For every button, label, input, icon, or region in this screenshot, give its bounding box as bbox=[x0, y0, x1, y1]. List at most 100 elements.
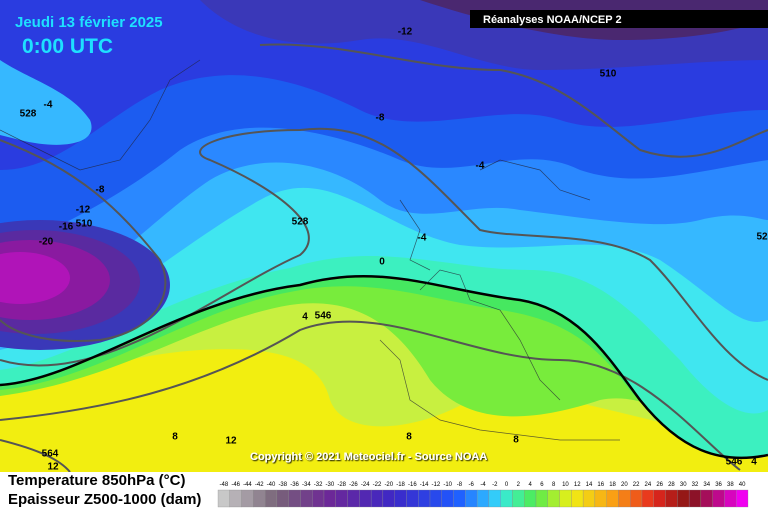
scale-label: 26 bbox=[656, 482, 663, 488]
scale-cell bbox=[335, 489, 348, 508]
scale-cell bbox=[253, 489, 266, 508]
scale-label: -2 bbox=[492, 482, 498, 488]
scale-label: -18 bbox=[396, 482, 405, 488]
scale-cell bbox=[394, 489, 407, 508]
contour-label: 4 bbox=[751, 457, 757, 468]
scale-label: -20 bbox=[384, 482, 393, 488]
coastline bbox=[419, 269, 561, 401]
scale-label: -32 bbox=[314, 482, 323, 488]
scale-cell bbox=[736, 489, 749, 508]
scale-label: 12 bbox=[574, 482, 581, 488]
scale-cell bbox=[347, 489, 360, 508]
scale-label: 36 bbox=[715, 482, 722, 488]
scale-cell bbox=[288, 489, 301, 508]
scale-cell bbox=[488, 489, 501, 508]
scale-label: -10 bbox=[443, 482, 452, 488]
scale-cell bbox=[217, 489, 230, 508]
zero-isotherm bbox=[0, 274, 768, 460]
scale-label: -26 bbox=[349, 482, 358, 488]
scale-label: -14 bbox=[420, 482, 429, 488]
scale-label: 16 bbox=[597, 482, 604, 488]
scale-cell bbox=[300, 489, 313, 508]
scale-label: -22 bbox=[373, 482, 382, 488]
scale-cell bbox=[712, 489, 725, 508]
scale-label: 40 bbox=[739, 482, 746, 488]
scale-label: -42 bbox=[255, 482, 264, 488]
scale-cell bbox=[524, 489, 537, 508]
time: 0:00 UTC bbox=[22, 35, 113, 58]
scale-label: -12 bbox=[432, 482, 441, 488]
scale-cell bbox=[512, 489, 525, 508]
scale-cell bbox=[229, 489, 242, 508]
scale-cell bbox=[582, 489, 596, 508]
scale-cell bbox=[688, 489, 702, 508]
scale-label: -30 bbox=[326, 482, 335, 488]
scale-label: 2 bbox=[517, 482, 521, 488]
contour-label: 4 bbox=[302, 312, 308, 323]
contour-label: 8 bbox=[172, 432, 178, 443]
scale-cell bbox=[618, 489, 631, 508]
scale-cell bbox=[594, 489, 607, 508]
color-scale: -48 -46 -44 -42 -40 -38 -36 -34 -32 -30 -28 -26 -24-… bbox=[217, 482, 749, 508]
contour-label: 0 bbox=[379, 257, 385, 268]
contour-label: 528 bbox=[20, 109, 37, 120]
contour-label: 52 bbox=[756, 232, 768, 243]
contour-label: -20 bbox=[39, 237, 54, 248]
scale-label: -34 bbox=[302, 482, 311, 488]
scale-cell bbox=[465, 489, 478, 508]
scale-label: 28 bbox=[668, 482, 675, 488]
temperature-field bbox=[0, 0, 768, 472]
coastline bbox=[479, 159, 591, 201]
scale-label: 0 bbox=[505, 482, 509, 488]
scale-label: 6 bbox=[540, 482, 544, 488]
contour-label: 510 bbox=[76, 219, 93, 230]
date: Jeudi 13 février 2025 bbox=[15, 14, 163, 31]
contour-label: 564 bbox=[42, 449, 59, 460]
coastline bbox=[0, 59, 201, 171]
scale-label: -6 bbox=[469, 482, 475, 488]
scale-cell bbox=[323, 489, 336, 508]
scale-cell bbox=[453, 489, 466, 508]
contour-label: 546 bbox=[726, 457, 743, 468]
scale-label: -48 bbox=[220, 482, 229, 488]
coastline bbox=[379, 339, 620, 441]
contour bbox=[0, 139, 167, 342]
contour-label: -16 bbox=[59, 222, 74, 233]
scale-label: -46 bbox=[231, 482, 240, 488]
legend-title: Epaisseur Z500-1000 (dam) bbox=[8, 491, 201, 508]
scale-cell bbox=[665, 489, 678, 508]
contour-label: 8 bbox=[406, 432, 412, 443]
scale-label: 4 bbox=[528, 482, 532, 488]
scale-cell bbox=[500, 489, 513, 508]
scale-cell bbox=[677, 489, 690, 508]
scale-label: 8 bbox=[552, 482, 556, 488]
contour-label: -4 bbox=[476, 161, 485, 172]
scale-cell bbox=[441, 489, 454, 508]
contour bbox=[0, 127, 768, 381]
scale-label: -36 bbox=[290, 482, 299, 488]
contour-label: -8 bbox=[376, 113, 385, 124]
scale-label: 38 bbox=[727, 482, 734, 488]
contour-label: -12 bbox=[76, 205, 91, 216]
scale-cell bbox=[559, 489, 572, 508]
scale-cell bbox=[571, 489, 584, 508]
scale-label: -28 bbox=[337, 482, 346, 488]
contour-label: -12 bbox=[398, 27, 413, 38]
contour-label: -8 bbox=[96, 185, 105, 196]
source: Réanalyses NOAA/NCEP 2 bbox=[483, 14, 622, 26]
contour-label: -4 bbox=[418, 233, 427, 244]
scale-label: 14 bbox=[586, 482, 593, 488]
scale-label: -38 bbox=[278, 482, 287, 488]
scale-cell bbox=[382, 489, 395, 508]
scale-cell bbox=[653, 489, 666, 508]
scale-label: 24 bbox=[645, 482, 652, 488]
scale-cell bbox=[406, 489, 419, 508]
scale-cell bbox=[276, 489, 289, 508]
scale-cell bbox=[606, 489, 619, 508]
scale-label: 20 bbox=[621, 482, 628, 488]
scale-cell bbox=[312, 489, 325, 508]
contour bbox=[259, 43, 768, 158]
scale-label: 32 bbox=[692, 482, 699, 488]
